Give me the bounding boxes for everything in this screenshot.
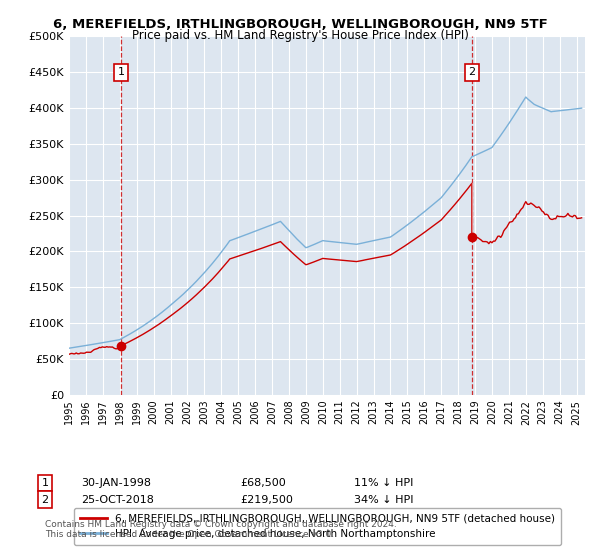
Text: Price paid vs. HM Land Registry's House Price Index (HPI): Price paid vs. HM Land Registry's House … bbox=[131, 29, 469, 42]
Text: 1: 1 bbox=[41, 478, 49, 488]
Text: 2: 2 bbox=[468, 67, 475, 77]
Text: £219,500: £219,500 bbox=[240, 494, 293, 505]
Text: 2: 2 bbox=[41, 494, 49, 505]
Text: 30-JAN-1998: 30-JAN-1998 bbox=[81, 478, 151, 488]
Text: 11% ↓ HPI: 11% ↓ HPI bbox=[354, 478, 413, 488]
Text: 34% ↓ HPI: 34% ↓ HPI bbox=[354, 494, 413, 505]
Text: 6, MEREFIELDS, IRTHLINGBOROUGH, WELLINGBOROUGH, NN9 5TF: 6, MEREFIELDS, IRTHLINGBOROUGH, WELLINGB… bbox=[53, 18, 547, 31]
Text: 1: 1 bbox=[118, 67, 125, 77]
Text: 25-OCT-2018: 25-OCT-2018 bbox=[81, 494, 154, 505]
Legend: 6, MEREFIELDS, IRTHLINGBOROUGH, WELLINGBOROUGH, NN9 5TF (detached house), HPI: A: 6, MEREFIELDS, IRTHLINGBOROUGH, WELLINGB… bbox=[74, 507, 561, 545]
Text: £68,500: £68,500 bbox=[240, 478, 286, 488]
Text: Contains HM Land Registry data © Crown copyright and database right 2024.
This d: Contains HM Land Registry data © Crown c… bbox=[45, 520, 397, 539]
